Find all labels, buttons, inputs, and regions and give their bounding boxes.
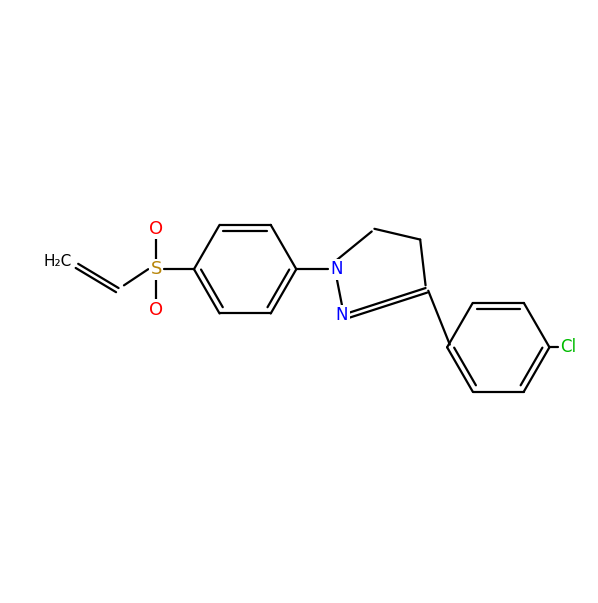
Text: N: N	[336, 306, 349, 324]
Text: S: S	[151, 260, 162, 278]
Text: Cl: Cl	[560, 338, 576, 356]
Text: O: O	[150, 300, 163, 318]
Text: N: N	[331, 260, 343, 278]
Text: H₂C: H₂C	[44, 254, 72, 268]
Text: O: O	[150, 219, 163, 238]
